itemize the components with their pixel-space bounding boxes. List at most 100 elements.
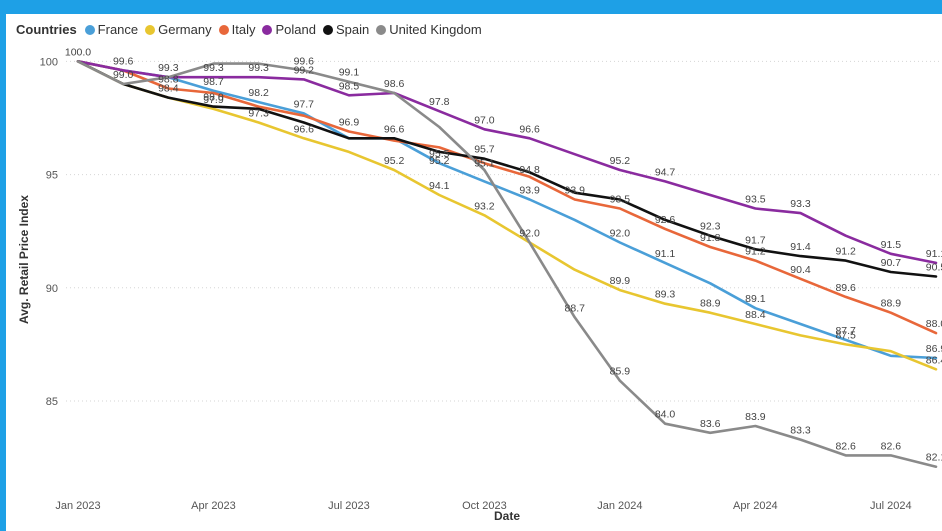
legend-item-italy[interactable]: Italy [218, 22, 255, 37]
data-label: 97.7 [294, 98, 315, 110]
data-label: 93.5 [610, 194, 631, 206]
x-tick-label: Apr 2023 [191, 500, 236, 512]
data-label: 95.2 [610, 155, 631, 167]
data-label: 99.3 [248, 62, 269, 74]
data-label: 88.0 [926, 318, 942, 330]
data-label: 93.2 [474, 200, 495, 212]
data-label: 98.2 [248, 87, 269, 99]
data-label: 91.1 [926, 248, 942, 260]
data-label: 89.6 [835, 282, 856, 294]
data-label: 98.0 [203, 92, 224, 104]
data-label: 86.4 [926, 354, 942, 366]
data-label: 83.9 [745, 411, 766, 423]
series-line-italy[interactable] [76, 59, 938, 335]
data-label: 99.2 [294, 64, 315, 76]
data-label: 97.9 [203, 94, 224, 106]
data-label: 92.0 [610, 228, 631, 240]
line-chart: 85 90 95 100 Jan 2023 Apr 2023 Jul 2023 Oct 20… [17, 46, 942, 523]
data-label: 88.4 [745, 309, 766, 321]
y-axis: 85 90 95 100 [40, 56, 58, 408]
data-label: 91.7 [745, 234, 766, 246]
legend-item-poland[interactable]: Poland [262, 22, 316, 37]
data-label: 98.6 [384, 78, 405, 90]
data-label: 90.7 [881, 257, 902, 269]
x-tick-label: Jul 2023 [328, 500, 370, 512]
data-label: 93.9 [565, 184, 586, 196]
x-tick-label: Jan 2023 [55, 500, 100, 512]
data-label: 99.1 [339, 67, 360, 79]
legend-item-france[interactable]: France [84, 22, 139, 37]
data-label: 89.3 [655, 289, 676, 301]
legend-label: Poland [275, 22, 316, 37]
data-label: 94.7 [655, 166, 676, 178]
x-axis: Jan 2023 Apr 2023 Jul 2023 Oct 2023 Jan 2024… [55, 500, 911, 512]
data-label: 83.6 [700, 418, 721, 430]
legend-marker-icon [262, 24, 273, 35]
data-label: 84.0 [655, 409, 676, 421]
series-line-poland[interactable] [76, 59, 938, 265]
data-label: 96.6 [519, 123, 540, 135]
data-label: 95.2 [429, 155, 450, 167]
data-label: 87.5 [835, 329, 856, 341]
x-tick-label: Jul 2024 [870, 500, 912, 512]
legend-item-germany[interactable]: Germany [145, 22, 212, 37]
series-line-germany[interactable] [76, 59, 938, 371]
data-label: 93.9 [519, 184, 540, 196]
data-label: 98.7 [203, 76, 224, 88]
series-lines [76, 59, 938, 469]
y-tick-label: 95 [46, 170, 58, 182]
legend-label: Germany [158, 22, 212, 37]
data-label: 99.6 [294, 55, 315, 67]
data-label: 86.9 [926, 343, 942, 355]
data-label: 95.1 [474, 157, 495, 169]
data-label: 82.6 [835, 440, 856, 452]
data-label: 94.8 [519, 164, 540, 176]
data-label: 90.4 [790, 264, 811, 276]
data-label: 83.3 [790, 425, 811, 437]
data-label: 95.7 [474, 144, 495, 156]
y-tick-label: 90 [46, 283, 58, 295]
data-label: 97.8 [429, 96, 450, 108]
legend-item-spain[interactable]: Spain [322, 22, 369, 37]
data-label: 98.4 [158, 83, 179, 95]
data-label: 90.5 [926, 261, 942, 273]
data-labels: 100.099.699.099.398.898.499.398.798.097.… [65, 46, 942, 463]
data-label: 95.5 [429, 148, 450, 160]
x-tick-label: Apr 2024 [733, 500, 778, 512]
data-label: 93.3 [790, 198, 811, 210]
data-label: 88.7 [565, 302, 586, 314]
legend-marker-icon [145, 24, 156, 35]
data-label: 96.9 [339, 117, 360, 129]
data-label: 89.9 [610, 275, 631, 287]
series-line-spain[interactable] [76, 59, 938, 278]
gridlines [66, 60, 942, 402]
data-label: 82.6 [881, 440, 902, 452]
y-tick-label: 85 [46, 396, 58, 408]
data-label: 88.9 [881, 298, 902, 310]
data-label: 87.7 [835, 325, 856, 337]
legend-item-united-kingdom[interactable]: United Kingdom [376, 22, 482, 37]
data-label: 92.0 [519, 228, 540, 240]
legend-label: France [97, 22, 139, 37]
data-label: 82.1 [926, 452, 942, 464]
x-tick-label: Oct 2023 [462, 500, 507, 512]
legend: Countries France Germany Italy Poland Sp… [16, 22, 489, 37]
data-label: 99.6 [113, 55, 134, 67]
data-label: 91.8 [700, 232, 721, 244]
legend-label: United Kingdom [389, 22, 482, 37]
x-axis-title: Date [494, 509, 520, 523]
series-line-france[interactable] [76, 59, 938, 360]
data-label: 93.5 [745, 194, 766, 206]
data-label: 91.1 [655, 248, 676, 260]
data-label: 94.1 [429, 180, 450, 192]
data-label: 99.3 [203, 62, 224, 74]
x-tick-label: Jan 2024 [597, 500, 642, 512]
legend-marker-icon [376, 24, 387, 35]
legend-marker-icon [218, 24, 229, 35]
legend-marker-icon [84, 24, 95, 35]
data-label: 91.2 [835, 246, 856, 258]
series-line-united-kingdom[interactable] [76, 59, 938, 469]
data-label: 98.5 [339, 80, 360, 92]
legend-title: Countries [16, 22, 77, 37]
